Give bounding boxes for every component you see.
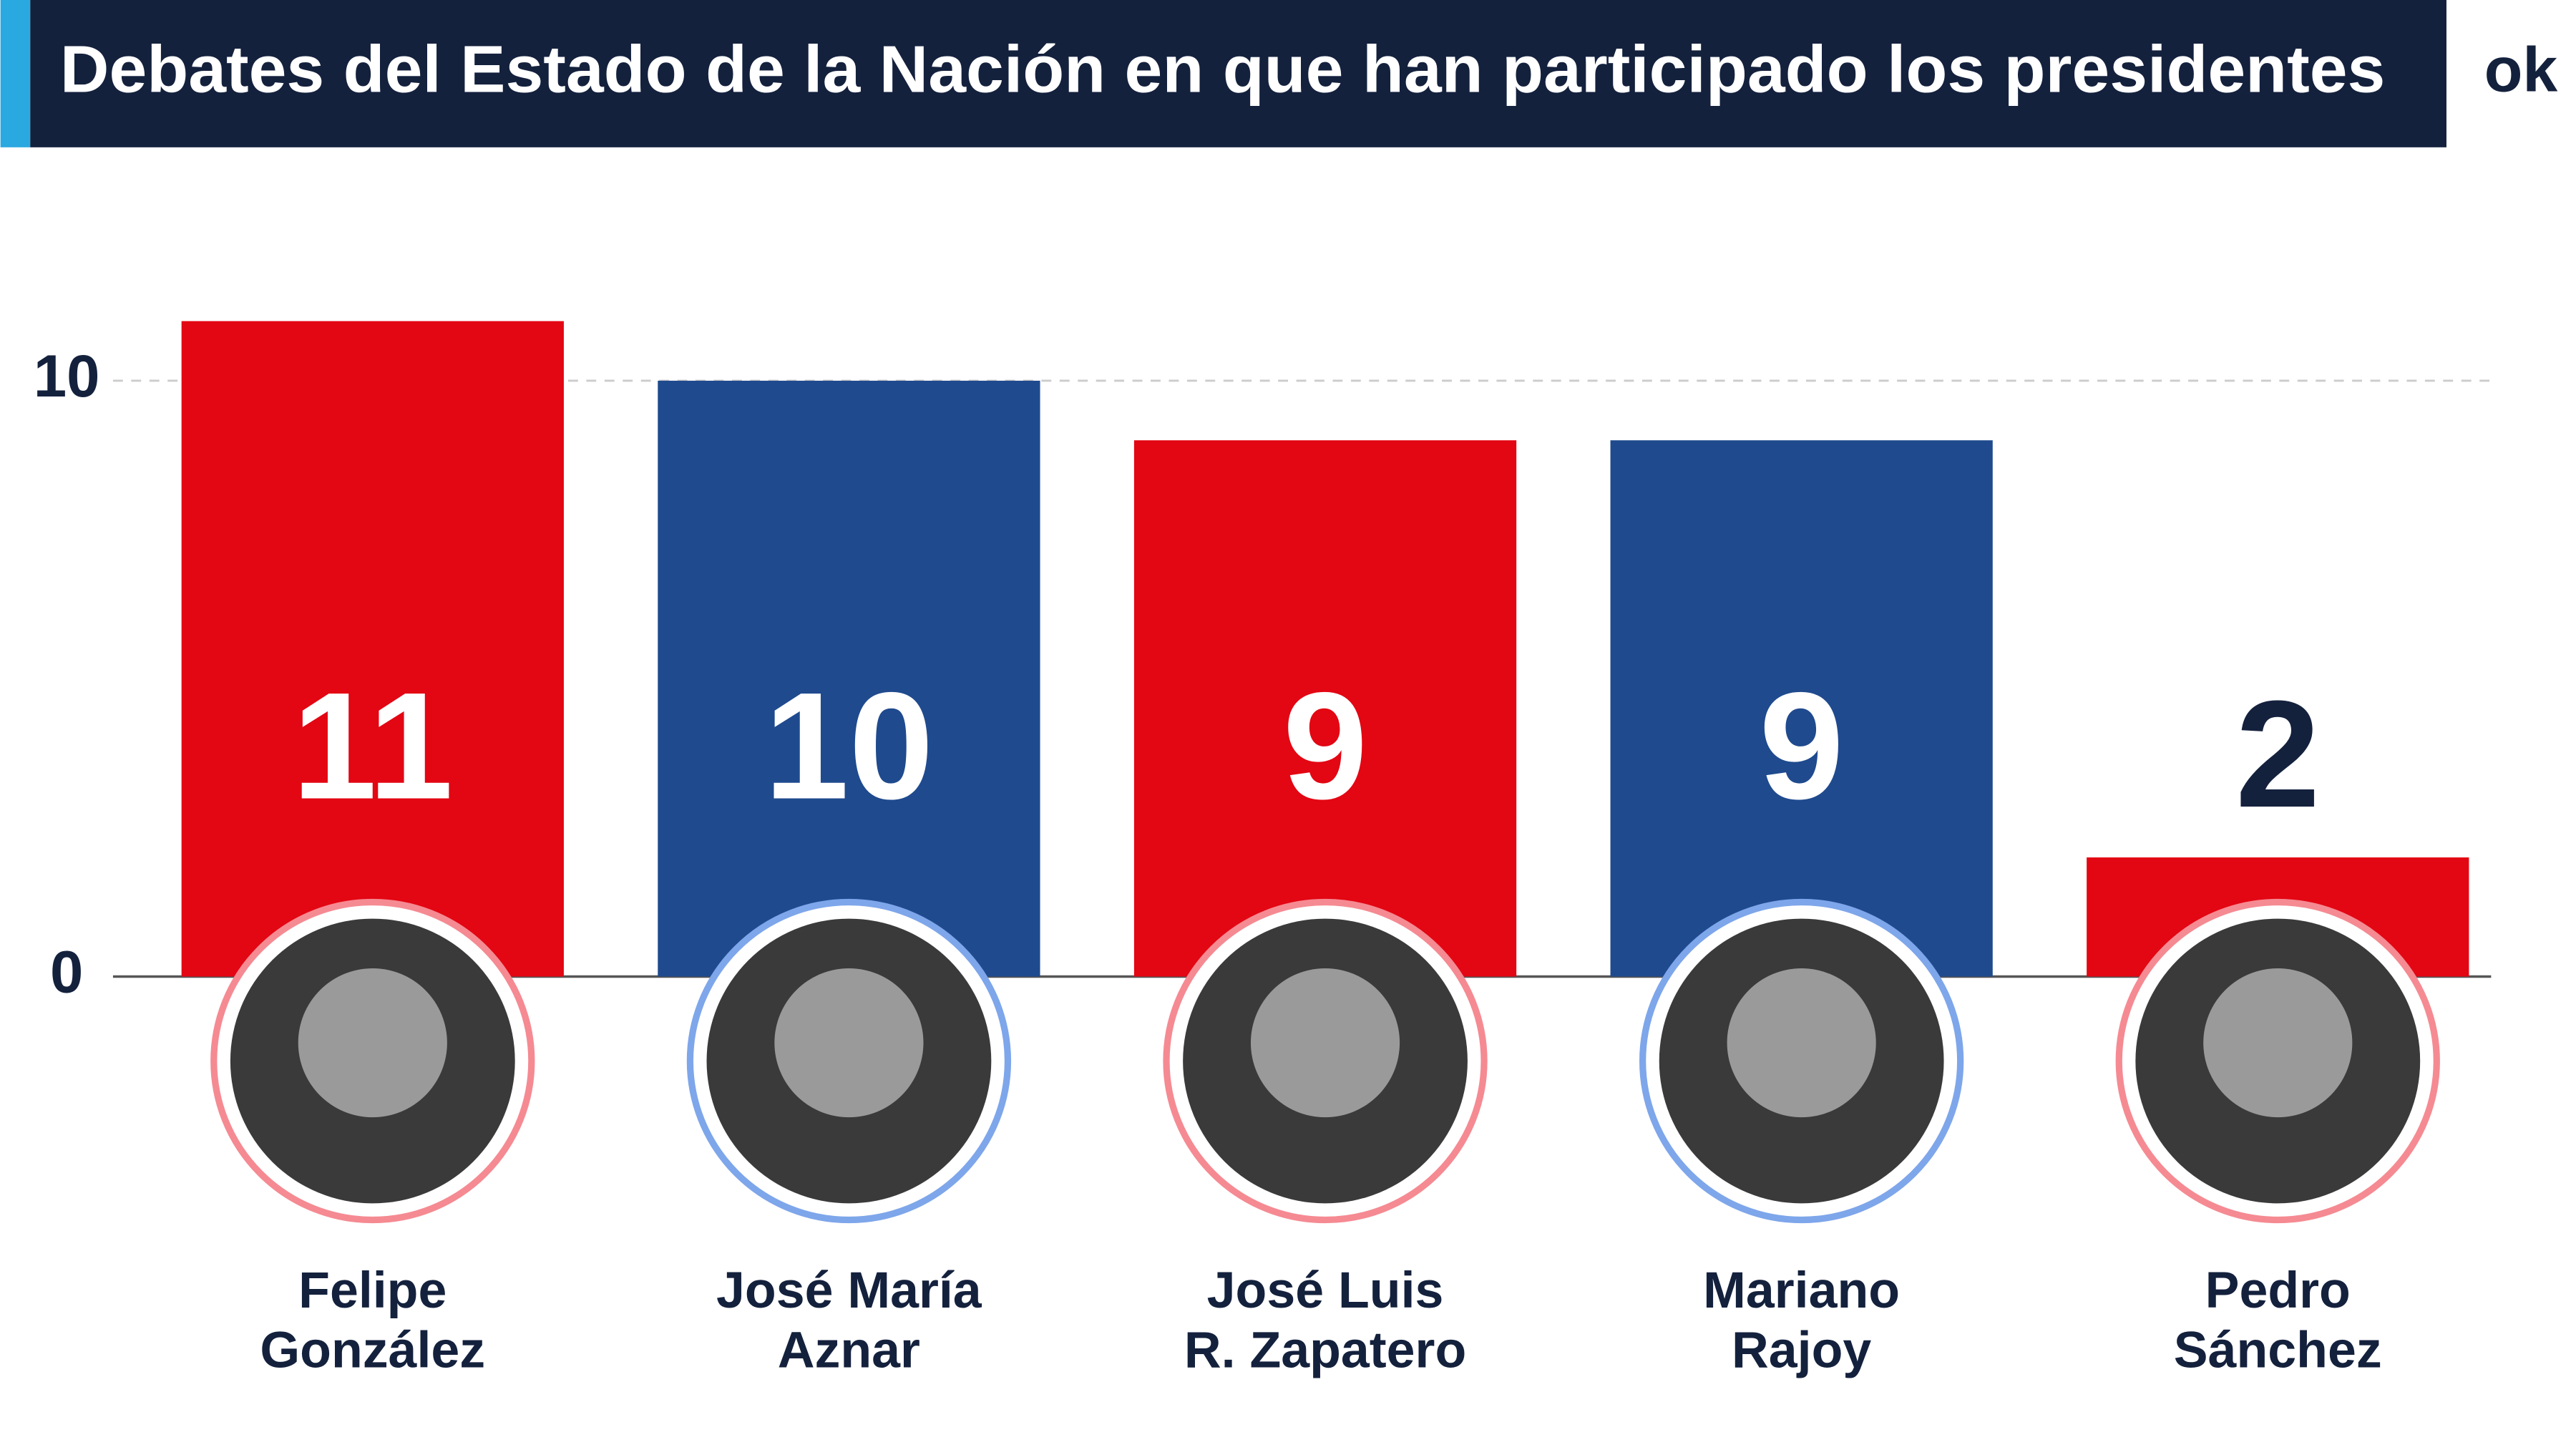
name-box: José Luis R. Zapatero	[1184, 1261, 1467, 1379]
name-box: José María Aznar	[716, 1261, 982, 1379]
x-tick-label: José Luis R. Zapatero	[1184, 1261, 1467, 1379]
x-tick-label: Pedro Sánchez	[2173, 1261, 2382, 1379]
portrait-face	[2203, 968, 2353, 1118]
header	[30, 0, 2446, 147]
portrait-face	[1727, 968, 1876, 1118]
x-tick-label: Felipe González	[260, 1261, 486, 1379]
bar	[181, 321, 564, 977]
name-box: Mariano Rajoy	[1703, 1261, 1901, 1379]
logo: ok	[2484, 34, 2558, 104]
portrait-face	[774, 968, 924, 1118]
y-tick-label: 0	[50, 939, 83, 1006]
bar	[1133, 440, 1517, 977]
portrait-face	[298, 968, 447, 1118]
header-accent	[0, 0, 31, 147]
name-box: Felipe González	[260, 1261, 486, 1379]
value-label: 9	[1759, 661, 1843, 831]
portrait-face	[1250, 968, 1400, 1118]
value-label: 10	[764, 661, 934, 831]
name-box: Pedro Sánchez	[2173, 1261, 2382, 1379]
value-label: 9	[1283, 661, 1367, 831]
value-label: 11	[292, 661, 453, 831]
x-tick-label: José María Aznar	[716, 1261, 982, 1379]
y-tick-label: 10	[34, 343, 100, 409]
bar	[1610, 440, 1993, 977]
chart-title: Debates del Estado de la Nación en que h…	[60, 32, 2385, 107]
x-tick-label: Mariano Rajoy	[1703, 1261, 1901, 1379]
bar	[658, 380, 1040, 977]
value-label: 2	[2235, 669, 2320, 840]
